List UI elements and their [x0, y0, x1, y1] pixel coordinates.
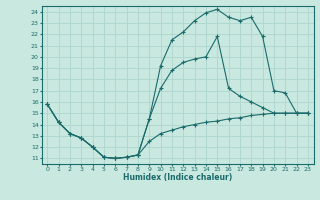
X-axis label: Humidex (Indice chaleur): Humidex (Indice chaleur) [123, 173, 232, 182]
